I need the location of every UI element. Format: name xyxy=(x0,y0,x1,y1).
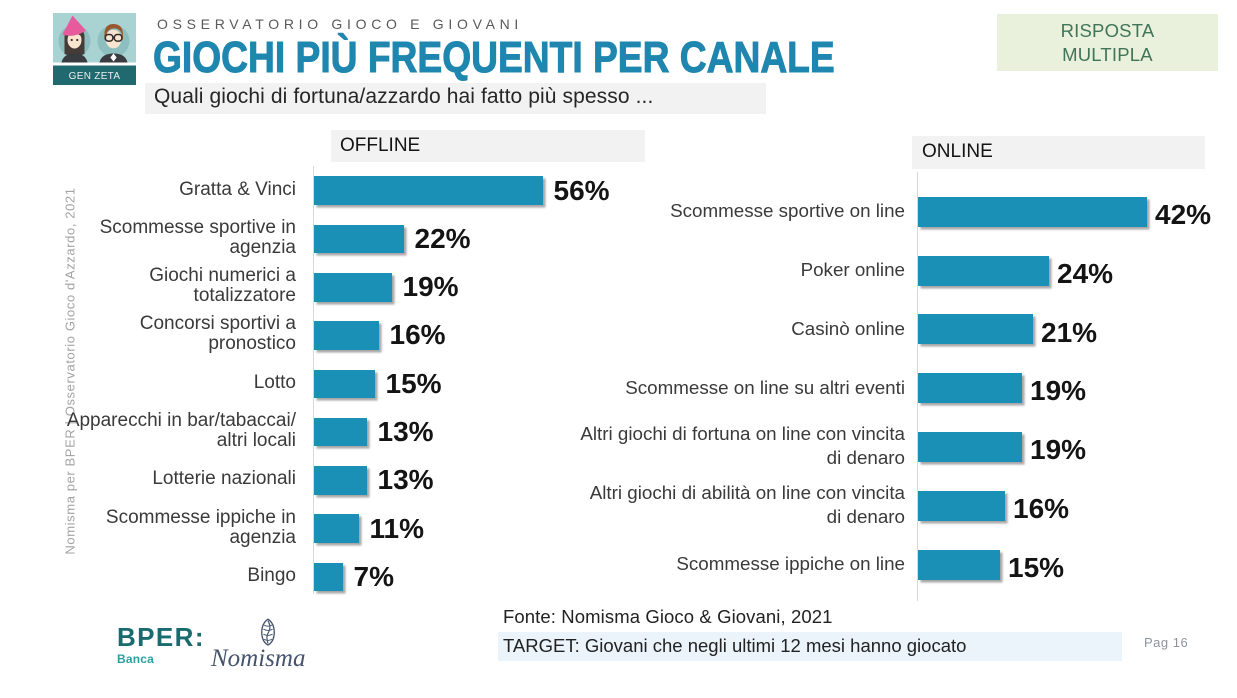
svg-text:GEN ZETA: GEN ZETA xyxy=(69,71,121,82)
